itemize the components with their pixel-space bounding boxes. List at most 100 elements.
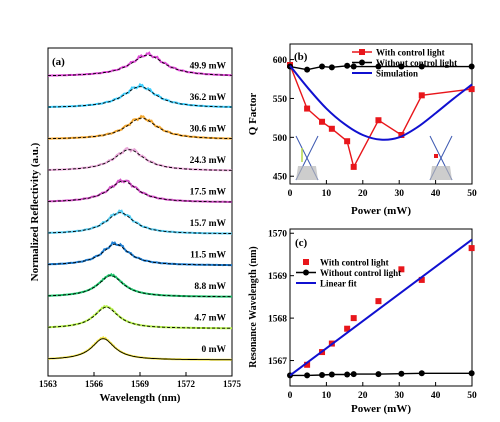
panel-b-frame [289,43,473,185]
p2-series-1-point-3 [328,371,335,378]
p1-legend-marker-0 [359,49,365,55]
p2-series-0-point-6 [398,266,405,273]
p2-series-1-point-2 [319,371,326,378]
trace-label-8: 36.2 mW [190,93,227,103]
p1-series-0-point-1 [304,105,311,112]
p1-legend-label-0: With control light [376,48,445,58]
p1-series-1-point-6 [375,63,382,70]
trace-label-6: 24.3 mW [190,156,227,166]
p2-series-1-point-1 [304,372,311,379]
p2-series-0-point-8 [468,245,475,252]
p2-series-1-point-8 [418,370,425,377]
p1-series-1-point-8 [418,63,425,70]
p1-series-0-line [289,64,472,169]
trace-4-fit [48,212,232,234]
p1-series-0-point-8 [418,92,425,99]
trace-9-fit [48,54,232,77]
p2-series-0-point-0 [304,361,311,368]
p1-ytick-label-1: 500 [273,134,288,144]
panel-a: (a) 0 mW 4.7 mW 8.8 mW 11.5 mW 15.7 mW 17.5 m… [29,47,242,404]
p1-xtick-label-4: 40 [431,189,441,199]
p2-ytick-label-1: 1568 [268,315,287,325]
p1-series-1-point-5 [350,63,357,70]
inset-left-cone-fill [296,166,318,180]
p2-legend-label-0: With control light [320,258,389,268]
panel-a-ylabel: Normalized Reflectivity (a.u.) [29,142,41,281]
p2-xtick-label-2: 20 [358,391,368,401]
panel-b-ylabel: Q Factor [247,93,259,136]
p2-ytick-label-2: 1569 [268,272,287,282]
trace-1-fit [48,306,232,329]
p1-legend-label-2: Simulation [376,69,418,79]
p2-legend-label-1: Without control light [320,268,401,278]
trace-7-fit [48,117,232,140]
p1-series-1-point-9 [468,63,475,70]
p1-series-1-point-4 [344,62,351,69]
p2-series-1-point-4 [344,371,351,378]
p1-xtick-label-3: 30 [394,189,404,199]
panel-b-label: (b) [294,51,308,63]
trace-3-fit [47,243,232,266]
p2-legend-marker-0 [303,259,309,265]
p2-xtick-label-1: 10 [322,391,332,401]
p1-xtick-label-1: 10 [322,189,332,199]
p1-series-1-point-2 [319,63,326,70]
trace-0-fit [48,338,232,361]
p2-series-1-point-6 [375,371,382,378]
inset-right-marker [434,154,438,158]
trace-label-0: 0 mW [201,345,226,355]
p2-xtick-label-3: 30 [394,391,404,401]
p1-series-0-point-3 [328,125,335,132]
trace-6-fit [47,149,232,171]
p1-ytick-label-2: 550 [273,95,288,105]
p2-series-1-point-5 [350,371,357,378]
panel-b: (b) 0 10 20 30 40 50 450 500 550 600 With control… [247,43,477,217]
p1-series-0-point-4 [344,138,351,145]
trace-label-4: 15.7 mW [190,219,227,229]
panel-a-xlabel: Wavelength (nm) [100,392,181,404]
a-xtick-label-4: 1575 [223,379,242,389]
inset-right-cone-fill [430,166,452,180]
p1-xtick-label-0: 0 [288,189,293,199]
p1-ytick-label-0: 450 [273,173,288,183]
a-xtick-label-2: 1569 [131,379,150,389]
p2-xtick-label-5: 50 [467,391,477,401]
trace-label-2: 8.8 mW [194,282,226,292]
p1-legend-label-1: Without control light [376,58,457,68]
p1-xtick-label-2: 20 [358,189,368,199]
p2-series-0-point-5 [375,298,382,305]
p1-ytick-label-3: 600 [273,56,288,66]
p1-series-0-point-6 [375,117,382,124]
a-xtick-label-0: 1563 [39,379,58,389]
p2-xtick-label-0: 0 [288,391,293,401]
panel-c-label: (c) [295,237,308,249]
panel-b-xlabel: Power (mW) [351,205,411,217]
p2-series-2-line [289,238,473,377]
a-xtick-label-3: 1572 [177,379,196,389]
p1-series-0-point-9 [468,86,475,93]
p2-series-0-point-7 [418,276,425,283]
panel-c: (c) 0 10 20 30 40 50 1567 1568 1569 1570 With con… [248,228,477,415]
p2-xtick-label-4: 40 [431,391,441,401]
panel-c-xlabel: Power (mW) [351,403,411,415]
trace-5-fit [48,180,233,203]
p2-ytick-label-3: 1570 [268,230,287,240]
p2-series-1-point-9 [468,370,475,377]
p2-legend-label-2: Linear fit [320,279,357,289]
p1-series-0-point-7 [398,132,405,138]
panel-a-label: (a) [52,56,65,68]
a-xtick-label-1: 1566 [85,379,104,389]
p1-series-2-line [289,65,473,141]
p2-series-0-point-3 [344,325,351,332]
p1-series-1-line [289,65,472,71]
p2-ytick-label-0: 1567 [268,357,287,367]
p1-xtick-label-5: 50 [467,189,477,199]
trace-label-1: 4.7 mW [194,314,226,324]
panel-c-frame [289,228,473,387]
p1-series-1-point-3 [328,64,335,71]
p2-series-1-line [290,372,472,377]
p1-series-1-point-7 [398,63,405,70]
p2-legend-marker-1 [303,269,309,276]
p2-series-0-point-4 [350,315,357,322]
